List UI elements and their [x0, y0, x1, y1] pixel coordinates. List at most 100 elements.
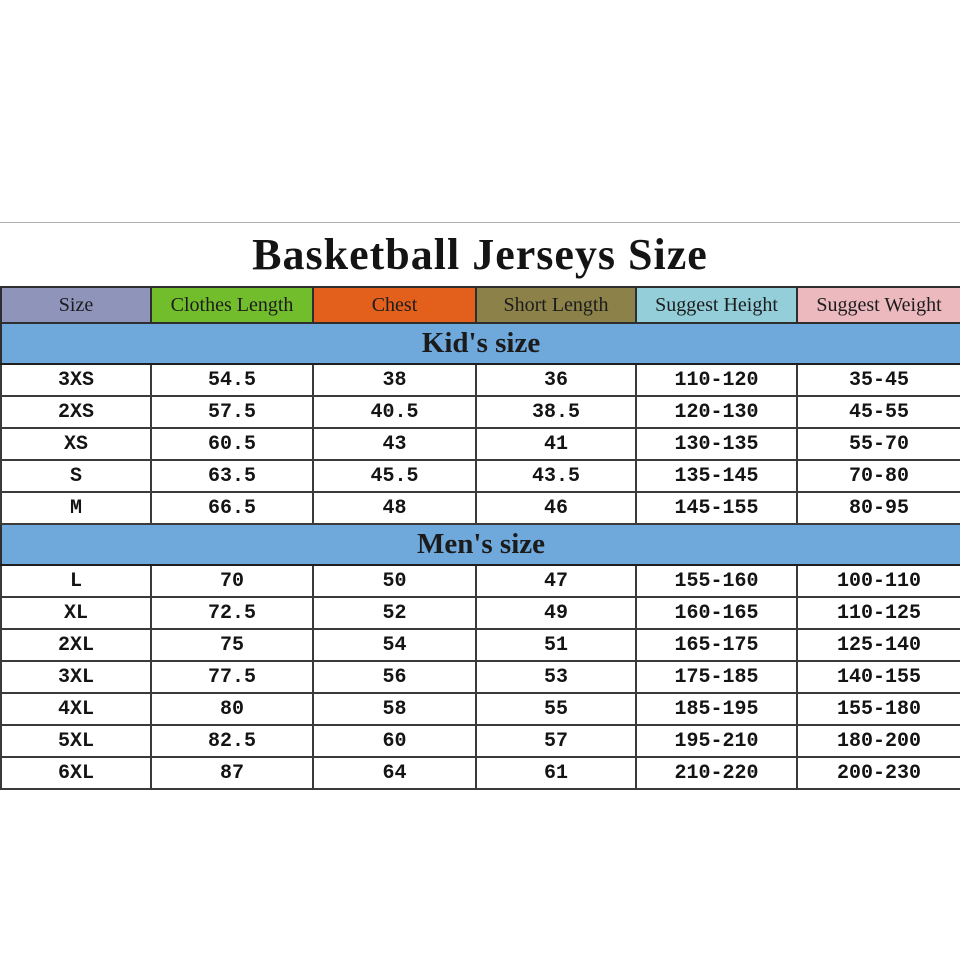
table-cell: 43.5	[475, 459, 637, 493]
table-cell: XL	[0, 596, 152, 630]
table-cell: 110-125	[796, 596, 960, 630]
table-cell: 66.5	[150, 491, 314, 525]
section-row: Men's size	[0, 523, 960, 566]
table-cell: 57	[475, 724, 637, 758]
table-row: XL 72.5 52 49 160-165 110-125	[0, 596, 960, 630]
table-cell: 38.5	[475, 395, 637, 429]
table-cell: 155-180	[796, 692, 960, 726]
table-cell: 145-155	[635, 491, 798, 525]
table-cell: 3XS	[0, 363, 152, 397]
table-cell: 180-200	[796, 724, 960, 758]
table-cell: M	[0, 491, 152, 525]
table-cell: 54	[312, 628, 477, 662]
table-cell: 100-110	[796, 564, 960, 598]
table-cell: 185-195	[635, 692, 798, 726]
section-row: Kid's size	[0, 322, 960, 365]
table-cell: 110-120	[635, 363, 798, 397]
table-cell: 60	[312, 724, 477, 758]
page-title: Basketball Jerseys Size	[252, 230, 708, 279]
table-cell: 40.5	[312, 395, 477, 429]
table-cell: 57.5	[150, 395, 314, 429]
table-cell: 58	[312, 692, 477, 726]
table-cell: 155-160	[635, 564, 798, 598]
table-row: 2XS 57.5 40.5 38.5 120-130 45-55	[0, 395, 960, 429]
table-cell: 43	[312, 427, 477, 461]
table-cell: 46	[475, 491, 637, 525]
table-cell: 130-135	[635, 427, 798, 461]
table-cell: 54.5	[150, 363, 314, 397]
title-row: Basketball Jerseys Size	[0, 223, 960, 286]
table-cell: 48	[312, 491, 477, 525]
top-divider	[0, 0, 960, 223]
table-row: 3XS 54.5 38 36 110-120 35-45	[0, 363, 960, 397]
table-cell: 135-145	[635, 459, 798, 493]
table-cell: 52	[312, 596, 477, 630]
table-cell: 77.5	[150, 660, 314, 694]
table-cell: S	[0, 459, 152, 493]
table-cell: 160-165	[635, 596, 798, 630]
table-cell: 125-140	[796, 628, 960, 662]
table-cell: 50	[312, 564, 477, 598]
table-cell: 56	[312, 660, 477, 694]
table-row: 6XL 87 64 61 210-220 200-230	[0, 756, 960, 790]
table-cell: 5XL	[0, 724, 152, 758]
table-row: M 66.5 48 46 145-155 80-95	[0, 491, 960, 525]
table-cell: 2XS	[0, 395, 152, 429]
table-cell: 72.5	[150, 596, 314, 630]
table-cell: 165-175	[635, 628, 798, 662]
table-cell: 35-45	[796, 363, 960, 397]
column-header-size: Size	[0, 286, 152, 324]
table-cell: 80-95	[796, 491, 960, 525]
table-row: S 63.5 45.5 43.5 135-145 70-80	[0, 459, 960, 493]
table-cell: 195-210	[635, 724, 798, 758]
table-row: 4XL 80 58 55 185-195 155-180	[0, 692, 960, 726]
column-header-suggest-height: Suggest Height	[635, 286, 798, 324]
table-cell: 75	[150, 628, 314, 662]
table-cell: 41	[475, 427, 637, 461]
table-cell: 64	[312, 756, 477, 790]
table-cell: 210-220	[635, 756, 798, 790]
table-cell: 140-155	[796, 660, 960, 694]
table-cell: 51	[475, 628, 637, 662]
table-cell: 175-185	[635, 660, 798, 694]
table-cell: 61	[475, 756, 637, 790]
table-cell: 55-70	[796, 427, 960, 461]
table-cell: 200-230	[796, 756, 960, 790]
table-row: 5XL 82.5 60 57 195-210 180-200	[0, 724, 960, 758]
table-row: 2XL 75 54 51 165-175 125-140	[0, 628, 960, 662]
table-row: XS 60.5 43 41 130-135 55-70	[0, 427, 960, 461]
table-cell: 63.5	[150, 459, 314, 493]
table-cell: 3XL	[0, 660, 152, 694]
column-header-suggest-weight: Suggest Weight	[796, 286, 960, 324]
table-cell: 2XL	[0, 628, 152, 662]
table-cell: 120-130	[635, 395, 798, 429]
section-banner-mens: Men's size	[0, 523, 960, 566]
section-banner-kids: Kid's size	[0, 322, 960, 365]
table-cell: 70	[150, 564, 314, 598]
table-cell: 38	[312, 363, 477, 397]
table-cell: XS	[0, 427, 152, 461]
table-cell: 70-80	[796, 459, 960, 493]
table-cell: 36	[475, 363, 637, 397]
table-cell: 60.5	[150, 427, 314, 461]
column-header-short-length: Short Length	[475, 286, 637, 324]
table-cell: 87	[150, 756, 314, 790]
table-cell: L	[0, 564, 152, 598]
table-cell: 82.5	[150, 724, 314, 758]
column-header-chest: Chest	[312, 286, 477, 324]
table-cell: 45.5	[312, 459, 477, 493]
table-cell: 53	[475, 660, 637, 694]
table-cell: 49	[475, 596, 637, 630]
table-cell: 47	[475, 564, 637, 598]
table-row: L 70 50 47 155-160 100-110	[0, 564, 960, 598]
table-cell: 80	[150, 692, 314, 726]
column-header-row: Size Clothes Length Chest Short Length S…	[0, 286, 960, 324]
size-table: Size Clothes Length Chest Short Length S…	[0, 286, 960, 790]
table-cell: 6XL	[0, 756, 152, 790]
column-header-clothes-length: Clothes Length	[150, 286, 314, 324]
table-cell: 45-55	[796, 395, 960, 429]
table-row: 3XL 77.5 56 53 175-185 140-155	[0, 660, 960, 694]
table-cell: 4XL	[0, 692, 152, 726]
table-cell: 55	[475, 692, 637, 726]
